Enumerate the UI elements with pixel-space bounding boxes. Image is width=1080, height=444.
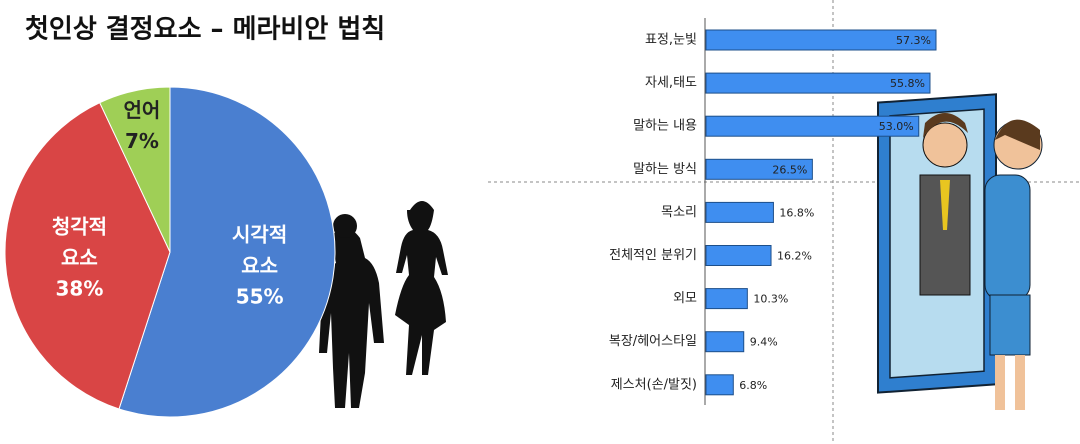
bar	[705, 72, 931, 94]
category-label: 시각적 요소	[232, 222, 288, 278]
y-tick-label: 말하는 방식	[633, 162, 697, 177]
bar	[705, 201, 774, 223]
y-tick-label: 외모	[673, 291, 697, 306]
value-label: 10.3%	[753, 293, 788, 306]
value-label: 26.5%	[772, 163, 807, 176]
value-label: 38%	[55, 276, 104, 301]
bar	[705, 158, 813, 180]
y-tick-label: 복장/헤어스타일	[609, 334, 697, 349]
decoration	[319, 0, 1080, 444]
bar	[705, 115, 920, 137]
bar	[705, 331, 745, 353]
bar	[705, 288, 748, 310]
value-label: 16.8%	[779, 206, 814, 219]
y-tick-label: 자세,태도	[645, 76, 697, 91]
value-label: 57.3%	[896, 34, 931, 47]
value-label: 16.2%	[777, 250, 812, 263]
value-label: 6.8%	[739, 379, 767, 392]
y-tick-label: 제스처(손/발짓)	[611, 377, 697, 392]
slice-label: 언어 7%	[110, 95, 174, 157]
category-label: 언어	[123, 98, 161, 123]
slice-label: 시각적 요소 55%	[228, 220, 292, 313]
value-label: 55.8%	[890, 77, 925, 90]
category-label: 청각적 요소	[51, 214, 108, 270]
y-tick-label: 말하는 내용	[633, 119, 697, 134]
value-label: 9.4%	[750, 336, 778, 349]
value-label: 55%	[235, 284, 284, 309]
y-tick-label: 표정,눈빛	[645, 33, 697, 48]
value-label: 53.0%	[879, 120, 914, 133]
y-tick-label: 전체적인 분위기	[609, 248, 697, 263]
chart-title: 첫인상 결정요소 – 메라비안 법칙	[25, 15, 385, 45]
value-label: 7%	[124, 129, 159, 154]
bar	[705, 29, 937, 51]
pie-slice	[99, 86, 171, 253]
y-tick-label: 목소리	[661, 205, 697, 220]
pie-slice	[118, 86, 336, 418]
pie-slice	[4, 102, 171, 410]
bar	[705, 245, 772, 266]
slice-label: 청각적 요소 38%	[47, 211, 111, 304]
bar	[705, 374, 734, 396]
